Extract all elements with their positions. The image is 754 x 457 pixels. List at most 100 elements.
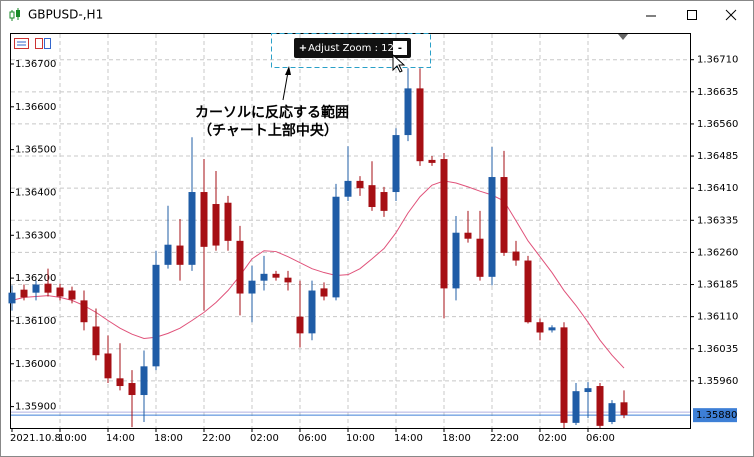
candle-body <box>344 180 352 197</box>
zoom-label: Adjust Zoom : 12 <box>308 43 394 54</box>
candle-body <box>452 232 460 289</box>
x-tick-label: 02:00 <box>538 433 567 444</box>
y2-tick-label: 1.36035 <box>697 344 738 355</box>
candle-body <box>140 366 148 396</box>
candle-body <box>8 292 16 304</box>
candle-body <box>596 386 604 426</box>
y-tick-label: 1.36600 <box>15 102 56 113</box>
candle-body <box>116 378 124 387</box>
y2-tick-label: 1.36260 <box>697 247 738 258</box>
plot-frame <box>10 33 691 429</box>
candle-body <box>512 251 520 261</box>
y2-tick-label: 1.36335 <box>697 215 738 226</box>
candle-body <box>464 232 472 239</box>
candle-body <box>248 280 256 294</box>
hover-zone <box>271 33 431 68</box>
y2-tick-label: 1.35960 <box>697 376 738 387</box>
current-price-label: 1.35880 <box>696 410 737 421</box>
annotation-line: （チャート上部中央） <box>198 122 338 139</box>
cursor <box>392 53 406 73</box>
y2-tick-label: 1.36410 <box>697 183 738 194</box>
zoom-out-box[interactable] <box>393 41 407 55</box>
candle-body <box>572 391 580 423</box>
x-tick-label: 2021.10.8 <box>10 433 61 444</box>
plot: 1.35900 1.36000 1.36100 1.36200 1.36300 1.364… <box>8 34 690 428</box>
window-title: GBPUSD-,H1 <box>28 8 103 22</box>
candle-body <box>356 180 364 189</box>
candle-body <box>200 192 208 247</box>
candle-body <box>548 327 556 331</box>
annotation-arrowhead <box>285 66 291 75</box>
candle-body <box>428 159 436 163</box>
candle-body <box>296 316 304 334</box>
candle-body <box>236 240 244 294</box>
x-tick-label: 18:00 <box>442 433 471 444</box>
candle-body <box>188 192 196 265</box>
candle-body <box>284 277 292 283</box>
y-tick-label: 1.35900 <box>15 402 56 413</box>
y2-tick-label: 1.36185 <box>697 280 738 291</box>
toolbar-icons[interactable] <box>14 38 51 49</box>
candle-body <box>260 273 268 281</box>
x-tick-label: 02:00 <box>250 433 279 444</box>
zoom-out[interactable]: - <box>398 43 402 54</box>
candle-body <box>332 196 340 298</box>
y2-tick-label: 1.36710 <box>697 55 738 66</box>
zoom-in[interactable]: + <box>299 43 307 54</box>
y-tick-label: 1.36100 <box>15 316 56 327</box>
scroll-marker <box>618 34 628 40</box>
candle-body <box>440 159 448 289</box>
annotation-arrow <box>282 71 289 101</box>
app-icon <box>9 8 20 21</box>
candle-body <box>584 388 592 393</box>
y2-tick-label: 1.36485 <box>697 151 738 162</box>
candle-body <box>56 287 64 297</box>
candle-body <box>92 326 100 356</box>
candle-body <box>416 88 424 162</box>
candle-body <box>152 264 160 367</box>
x-tick-label: 14:00 <box>106 433 135 444</box>
candle-body <box>608 403 616 423</box>
zoom-bar <box>294 38 411 58</box>
x-tick-label: 10:00 <box>58 433 87 444</box>
candle-body <box>476 238 484 277</box>
candle-body <box>368 185 376 208</box>
candle-body <box>176 245 184 265</box>
x-tick-label: 14:00 <box>394 433 423 444</box>
candle-body <box>380 192 388 211</box>
x-tick-label: 10:00 <box>346 433 375 444</box>
y2-tick-label: 1.36635 <box>697 87 738 98</box>
candle-body <box>500 177 508 253</box>
moving-average <box>11 180 625 369</box>
candle-body <box>224 202 232 241</box>
candle-body <box>80 300 88 323</box>
x-tick-label: 22:00 <box>490 433 519 444</box>
candle-body <box>308 290 316 334</box>
candle-body <box>68 290 76 300</box>
y-tick-label: 1.36400 <box>15 187 56 198</box>
x-tick-label: 06:00 <box>586 433 615 444</box>
maximize-button[interactable] <box>687 10 697 20</box>
candle-body <box>128 383 136 396</box>
x-tick-label: 18:00 <box>154 433 183 444</box>
candle-body <box>164 244 172 265</box>
candle-body <box>320 288 328 297</box>
current-price-box <box>693 408 737 423</box>
y2-tick-label: 1.36110 <box>697 312 738 323</box>
candle-body <box>20 289 28 298</box>
candle-body <box>392 135 400 193</box>
candle-body <box>488 177 496 277</box>
y2-tick-label: 1.36560 <box>697 119 738 130</box>
candle-body <box>404 88 412 136</box>
y-tick-label: 1.36500 <box>15 145 56 156</box>
y-tick-label: 1.36700 <box>15 59 56 70</box>
candle-body <box>272 273 280 278</box>
annotation-line: カーソルに反応する範囲 <box>195 104 349 121</box>
candle-body <box>560 327 568 423</box>
close-button[interactable] <box>725 9 737 21</box>
y-tick-label: 1.36000 <box>15 359 56 370</box>
candle-body <box>524 260 532 323</box>
candle-body <box>44 283 52 293</box>
x-tick-label: 06:00 <box>298 433 327 444</box>
